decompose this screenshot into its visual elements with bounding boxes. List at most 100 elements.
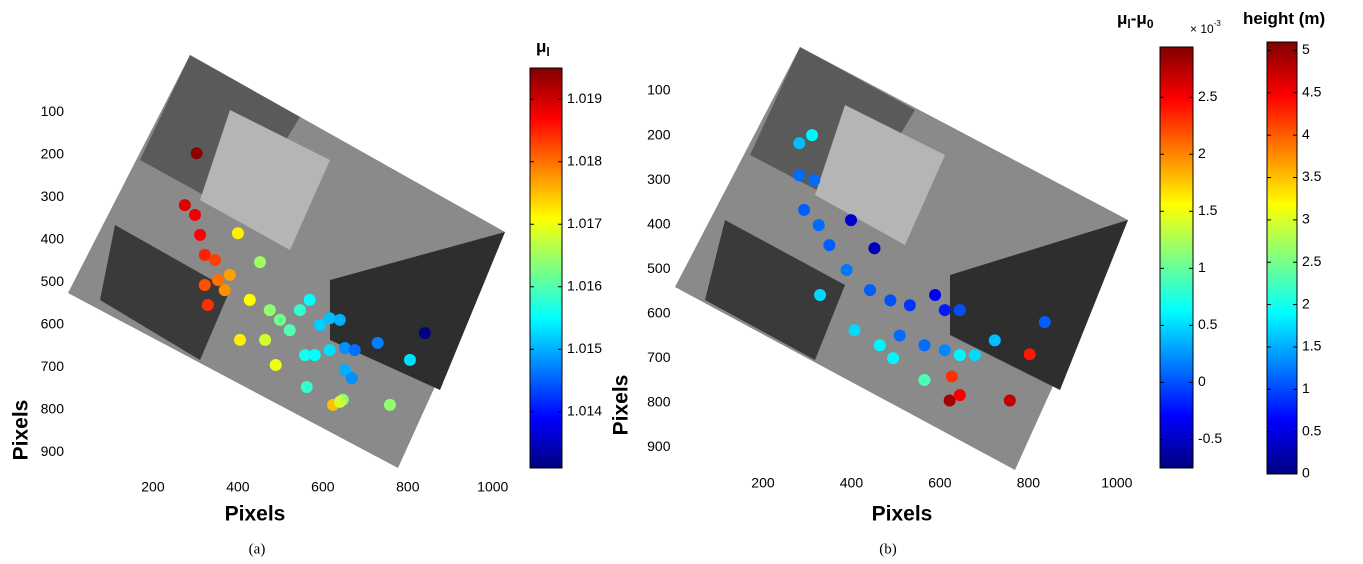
point (848, 324, 861, 337)
colorbar-exponent: × 10-3 (1190, 19, 1221, 36)
point (323, 344, 336, 357)
x-tick-label: 600 (928, 475, 952, 491)
y-tick-label: 500 (647, 260, 671, 276)
colorbar-tick-label: 2.5 (1302, 253, 1322, 269)
y-tick-label: 400 (41, 231, 65, 247)
point (943, 394, 956, 407)
y-tick-label: 600 (41, 316, 65, 332)
point (929, 288, 942, 301)
point (253, 256, 266, 269)
point (198, 279, 211, 292)
colorbar (1159, 46, 1194, 469)
point (211, 273, 224, 286)
colorbar-tick-label: 1.5 (1198, 202, 1218, 218)
point (968, 349, 981, 362)
point (303, 293, 316, 306)
point (945, 370, 958, 383)
point (953, 304, 966, 317)
colorbar-tick-label: 1.016 (567, 277, 602, 293)
y-tick-label: 500 (41, 273, 65, 289)
exponent-power: -3 (1214, 19, 1222, 28)
colorbar-tick-label: 1 (1198, 259, 1206, 275)
colorbar-tick-label: 0.5 (1302, 422, 1322, 438)
y-tick-label: 300 (647, 171, 671, 187)
point (873, 339, 886, 352)
x-tick-label: 1000 (1101, 475, 1132, 491)
aerial-image (675, 47, 1128, 470)
colorbar-tick-label: 1.019 (567, 90, 602, 106)
point (918, 374, 931, 387)
point (1023, 348, 1036, 361)
point (798, 203, 811, 216)
point (201, 299, 214, 312)
point (793, 137, 806, 150)
point (263, 304, 276, 317)
colorbar-label: height (m) (1243, 9, 1325, 28)
point (308, 349, 321, 362)
colorbar-tick-label: 2.5 (1198, 88, 1218, 104)
y-tick-label: 400 (647, 215, 671, 231)
colorbar-tick-label: 1.014 (567, 402, 602, 418)
point (273, 313, 286, 326)
point (845, 214, 858, 227)
x-tick-label: 400 (840, 475, 864, 491)
point (299, 349, 312, 362)
point (189, 208, 202, 221)
point (313, 319, 326, 331)
y-tick-label: 700 (647, 349, 671, 365)
point (333, 313, 346, 326)
y-tick-label: 200 (41, 146, 65, 162)
colorbar-tick-label: 3 (1302, 211, 1310, 227)
label-part: l (546, 45, 549, 59)
colorbar-tick-label: 1.015 (567, 340, 602, 356)
y-tick-label: 200 (647, 126, 671, 142)
colorbar-label: μl (536, 37, 550, 59)
point (938, 304, 951, 317)
point (884, 294, 897, 307)
point (338, 341, 351, 354)
point (864, 284, 877, 297)
point (1003, 394, 1016, 407)
point (868, 242, 881, 255)
point (988, 334, 1001, 347)
point (269, 358, 282, 371)
colorbar (1266, 41, 1298, 475)
colorbar-tick-label: -0.5 (1198, 430, 1222, 446)
x-tick-label: 200 (141, 479, 165, 495)
point (418, 327, 431, 340)
point (1038, 316, 1051, 329)
colorbar-label: μl-μ0 (1117, 9, 1154, 31)
colorbar-tick-label: 0 (1198, 373, 1206, 389)
point (208, 253, 221, 266)
x-tick-label: 600 (311, 479, 335, 495)
y-tick-label: 800 (41, 401, 65, 417)
point (793, 169, 806, 182)
point (300, 381, 313, 394)
point (218, 284, 231, 297)
y-tick-label: 900 (41, 443, 65, 459)
point (371, 336, 384, 349)
colorbar-tick-label: 0.5 (1198, 316, 1218, 332)
colorbar-tick-label: 4.5 (1302, 84, 1322, 100)
point (323, 312, 336, 325)
colorbar-tick-label: 1 (1302, 380, 1310, 396)
point (893, 329, 906, 342)
colorbar-tick-label: 0 (1302, 465, 1310, 481)
y-tick-label: 300 (41, 188, 65, 204)
point (338, 364, 351, 377)
aerial-image (68, 55, 505, 468)
y-tick-label: 900 (647, 438, 671, 454)
point (814, 288, 827, 301)
y-tick-label: 100 (647, 82, 671, 98)
y-tick-label: 700 (41, 358, 65, 374)
y-tick-label: 100 (41, 103, 65, 119)
point (333, 395, 346, 408)
point (887, 352, 900, 365)
point (283, 324, 296, 337)
colorbar-tick-label: 1.017 (567, 215, 602, 231)
label-part: 0 (1147, 17, 1154, 31)
point (953, 349, 966, 362)
label-part: l (1127, 17, 1130, 31)
x-axis-label: Pixels (225, 503, 286, 526)
caption: (a) (249, 541, 266, 557)
